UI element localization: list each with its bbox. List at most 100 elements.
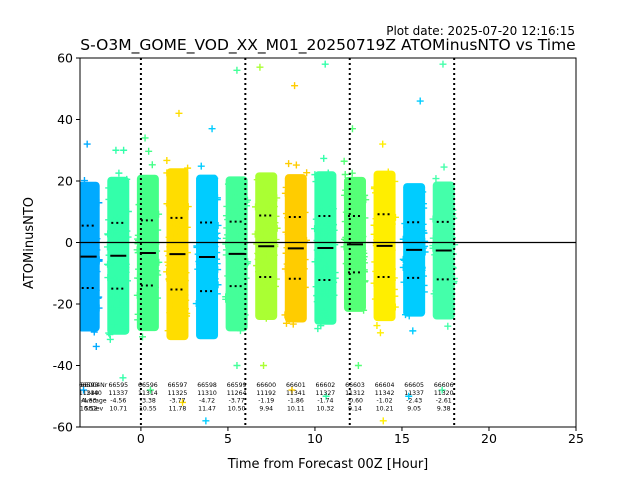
y-tick-label: -20 (53, 297, 73, 312)
data-point (281, 265, 289, 273)
stats-label-line: 11327 (316, 390, 336, 397)
x-tick-label: 5 (224, 431, 232, 446)
data-point (133, 291, 141, 299)
data-point (200, 313, 208, 321)
data-point (179, 225, 187, 233)
data-point (138, 240, 146, 248)
data-point (115, 295, 123, 303)
data-point (266, 224, 274, 232)
data-point (289, 302, 297, 310)
stats-label-line: -3.77 (169, 398, 185, 405)
data-point (104, 274, 112, 282)
data-point (179, 398, 187, 406)
data-point (325, 284, 333, 292)
stats-label: 66598 11310 -4.72 11.47 (197, 382, 217, 412)
data-point (148, 256, 156, 264)
data-point (414, 297, 422, 305)
data-point (439, 60, 447, 68)
data-point (269, 277, 277, 285)
data-point (409, 229, 417, 237)
data-point (286, 219, 294, 227)
data-point (164, 327, 172, 335)
data-point (92, 342, 100, 350)
data-point (447, 233, 455, 241)
data-point (331, 269, 339, 277)
stats-label-line: 10.52 (80, 405, 98, 412)
stats-label: 66597 11325 -3.77 11.78 (168, 382, 188, 412)
data-point (289, 222, 297, 230)
x-tick-label: 25 (568, 431, 584, 446)
data-point (445, 268, 453, 276)
stats-label-line: 66597 (168, 382, 188, 389)
data-point (142, 229, 150, 237)
data-point (440, 163, 448, 171)
data-point (316, 264, 324, 272)
stats-label-line: -4.53 (81, 398, 97, 405)
data-point (163, 268, 171, 276)
data-point (288, 200, 296, 208)
data-point (85, 305, 93, 313)
data-point (223, 224, 231, 232)
stats-label-line: -2.43 (406, 398, 422, 405)
data-point (409, 327, 417, 335)
data-point (121, 323, 129, 331)
data-point (289, 320, 297, 328)
stats-label-line: 9.38 (437, 405, 451, 412)
data-point (290, 265, 298, 273)
data-point (211, 243, 219, 251)
data-point (285, 160, 293, 168)
data-point (165, 233, 173, 241)
data-point (259, 172, 267, 180)
data-point (405, 392, 413, 400)
data-point (439, 310, 447, 318)
data-point (341, 235, 349, 243)
stats-label-line: -2.61 (436, 398, 452, 405)
data-point (340, 157, 348, 165)
data-point (211, 174, 219, 182)
data-point (115, 169, 123, 177)
data-point (197, 162, 205, 170)
data-point (224, 231, 232, 239)
data-point (119, 374, 127, 382)
stats-legend-line: 1440 (86, 390, 102, 397)
data-point (140, 213, 148, 221)
data-point (139, 299, 147, 307)
data-point (141, 134, 149, 142)
data-point (282, 249, 290, 257)
data-point (88, 256, 96, 264)
data-point (165, 261, 173, 269)
data-point (104, 231, 112, 239)
data-point (222, 240, 230, 248)
data-point (317, 322, 325, 330)
data-point (253, 240, 261, 248)
data-point (407, 226, 415, 234)
data-point (224, 216, 232, 224)
data-point (153, 247, 161, 255)
stats-label-line: 10.55 (139, 405, 157, 412)
data-point (105, 184, 113, 192)
data-point (444, 269, 452, 277)
data-point (165, 252, 173, 260)
data-point (351, 192, 359, 200)
stats-label-line: 11342 (375, 390, 395, 397)
data-point (402, 256, 410, 264)
stats-label: 66601 11341 -1.86 10.11 (286, 382, 306, 412)
y-tick-label: 0 (65, 235, 73, 250)
data-point (318, 289, 326, 297)
x-tick-label: 20 (481, 431, 497, 446)
stats-label-line: -1.86 (288, 398, 304, 405)
data-point (291, 251, 299, 259)
data-point (141, 260, 149, 268)
data-point (440, 287, 448, 295)
data-point (233, 362, 241, 369)
data-point (326, 228, 334, 236)
data-point (233, 204, 241, 212)
data-point (352, 242, 360, 250)
data-point (268, 219, 276, 227)
data-point (155, 258, 163, 266)
data-point (210, 244, 218, 252)
stats-label-line: 11337 (108, 390, 128, 397)
data-point (213, 235, 221, 243)
data-point (289, 193, 297, 201)
